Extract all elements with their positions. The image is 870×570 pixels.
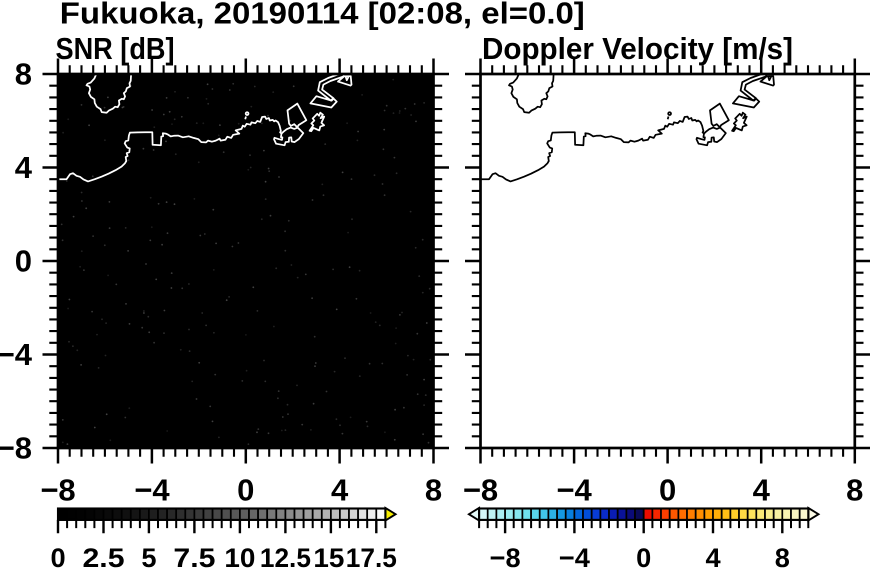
svg-text:4: 4 bbox=[753, 472, 771, 507]
svg-text:0: 0 bbox=[15, 244, 32, 279]
svg-text:−4: −4 bbox=[0, 337, 33, 372]
svg-text:8: 8 bbox=[846, 472, 863, 507]
svg-text:8: 8 bbox=[15, 57, 32, 92]
svg-text:10: 10 bbox=[224, 542, 255, 570]
svg-text:Fukuoka, 20190114 [02:08, el=0: Fukuoka, 20190114 [02:08, el=0.0] bbox=[60, 0, 585, 31]
svg-text:0: 0 bbox=[659, 472, 676, 507]
svg-text:7.5: 7.5 bbox=[173, 542, 215, 570]
svg-text:4: 4 bbox=[15, 150, 33, 185]
svg-text:2.5: 2.5 bbox=[83, 542, 125, 570]
svg-text:15: 15 bbox=[313, 542, 344, 570]
svg-text:0: 0 bbox=[237, 472, 254, 507]
svg-text:12.5: 12.5 bbox=[260, 542, 311, 570]
svg-text:0: 0 bbox=[636, 542, 651, 570]
svg-text:−4: −4 bbox=[134, 472, 170, 507]
svg-text:4: 4 bbox=[331, 472, 349, 507]
svg-text:−8: −8 bbox=[0, 431, 32, 466]
svg-text:5: 5 bbox=[141, 542, 156, 570]
svg-text:4: 4 bbox=[705, 542, 720, 570]
svg-text:−8: −8 bbox=[40, 472, 75, 507]
svg-text:−8: −8 bbox=[490, 542, 521, 570]
svg-text:−4: −4 bbox=[559, 542, 590, 570]
svg-text:−8: −8 bbox=[463, 472, 498, 507]
svg-text:8: 8 bbox=[425, 472, 442, 507]
svg-text:0: 0 bbox=[50, 542, 65, 570]
svg-text:8: 8 bbox=[775, 542, 790, 570]
svg-text:SNR [dB]: SNR [dB] bbox=[56, 31, 175, 66]
svg-text:−4: −4 bbox=[556, 472, 592, 507]
svg-text:17.5: 17.5 bbox=[346, 542, 397, 570]
svg-text:Doppler Velocity [m/s]: Doppler Velocity [m/s] bbox=[482, 31, 793, 66]
